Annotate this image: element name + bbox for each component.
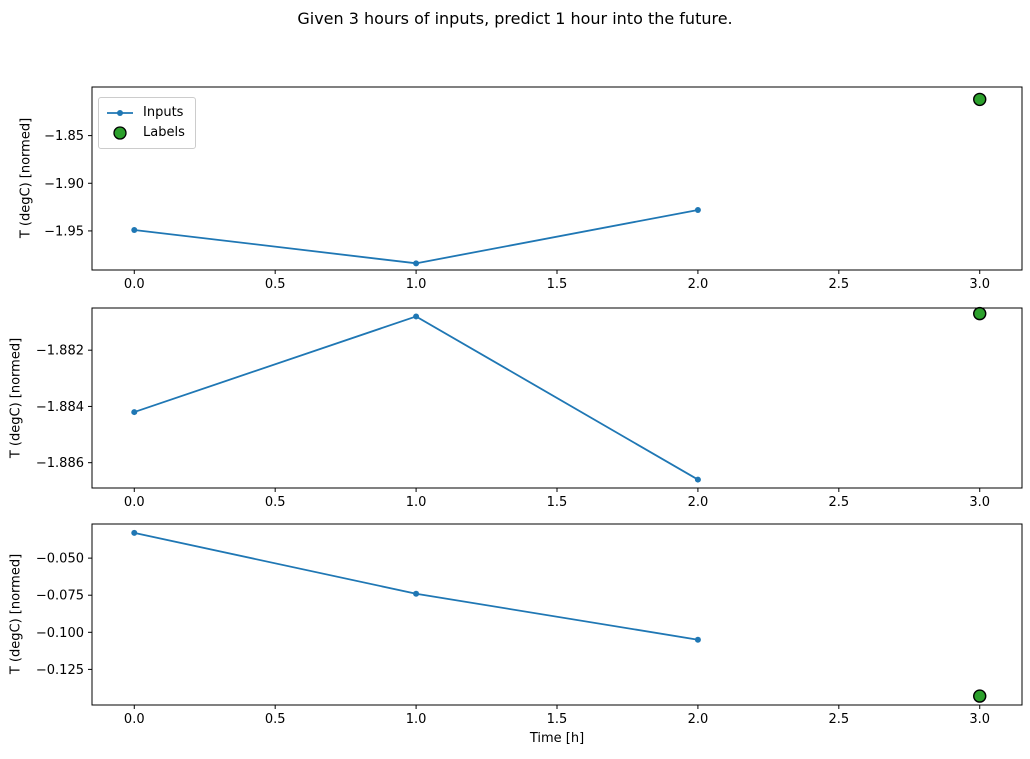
legend-label-labels: Labels bbox=[143, 125, 185, 140]
subplot-3-y-axis-label: T (degC) [normed] bbox=[8, 553, 24, 675]
inputs-point bbox=[694, 206, 701, 213]
x-tick-label: 0.0 bbox=[124, 277, 145, 292]
legend-label-inputs: Inputs bbox=[143, 105, 184, 120]
x-tick-label: 1.0 bbox=[406, 495, 427, 510]
x-tick-label: 3.0 bbox=[969, 277, 990, 292]
labels-marker-icon bbox=[113, 126, 127, 140]
subplot-1-y-axis-label: T (degC) [normed] bbox=[18, 117, 34, 239]
subplot-1: 0.0 0.5 1.0 1.5 2.0 2.5 3.0 −1.85 −1.90 −1.95 bbox=[44, 86, 1023, 292]
x-tick-label: 2.0 bbox=[688, 712, 709, 727]
x-tick-label: 2.0 bbox=[688, 277, 709, 292]
inputs-line-icon bbox=[107, 110, 133, 116]
y-tick-label: −1.884 bbox=[36, 400, 84, 415]
y-tick-label: −0.050 bbox=[36, 552, 84, 567]
x-tick-label: 3.0 bbox=[969, 712, 990, 727]
y-tick-label: −1.882 bbox=[36, 344, 84, 359]
x-axis-label: Time [h] bbox=[529, 731, 585, 746]
inputs-point bbox=[694, 636, 701, 643]
y-tick-label: −1.886 bbox=[36, 456, 84, 471]
legend: Inputs Labels bbox=[98, 97, 196, 149]
axes-spines bbox=[91, 307, 1023, 489]
inputs-point bbox=[131, 409, 138, 416]
y-tick-label: −0.125 bbox=[36, 663, 84, 678]
y-tick-label: −0.100 bbox=[36, 626, 84, 641]
axes-spines bbox=[91, 86, 1023, 271]
inputs-point bbox=[413, 590, 420, 597]
x-tick-label: 1.0 bbox=[406, 712, 427, 727]
inputs-point bbox=[413, 313, 420, 320]
inputs-point bbox=[131, 226, 138, 233]
subplot-2: 0.0 0.5 1.0 1.5 2.0 2.5 3.0 −1.882 −1.884 −1.886 bbox=[36, 306, 1023, 510]
figure-title: Given 3 hours of inputs, predict 1 hour … bbox=[297, 9, 733, 28]
x-tick-label: 2.5 bbox=[828, 495, 849, 510]
y-tick-label: −1.90 bbox=[44, 177, 84, 192]
labels-point bbox=[973, 92, 987, 107]
inputs-point bbox=[413, 260, 420, 267]
legend-item-labels: Labels bbox=[106, 123, 185, 143]
x-tick-label: 2.0 bbox=[688, 495, 709, 510]
x-tick-label: 1.5 bbox=[547, 277, 568, 292]
x-tick-label: 1.5 bbox=[547, 712, 568, 727]
y-tick-label: −1.85 bbox=[44, 129, 84, 144]
labels-point bbox=[973, 306, 987, 321]
subplot-1-plot-canvas: 0.0 0.5 1.0 1.5 2.0 2.5 3.0 −1.85 −1.90 −1.95 bbox=[44, 86, 1023, 292]
x-tick-label: 0.5 bbox=[265, 712, 286, 727]
x-tick-label: 1.5 bbox=[547, 495, 568, 510]
x-tick-label: 1.0 bbox=[406, 277, 427, 292]
inputs-line bbox=[134, 209, 699, 265]
subplot-3: 0.0 0.5 1.0 1.5 2.0 2.5 3.0 −0.050 −0.075 −0.100 −… bbox=[36, 523, 1023, 727]
inputs-line bbox=[134, 532, 699, 641]
subplot-2-y-axis-label: T (degC) [normed] bbox=[8, 337, 24, 459]
subplot-3-plot-canvas: 0.0 0.5 1.0 1.5 2.0 2.5 3.0 −0.050 −0.075 −0.100 −… bbox=[36, 523, 1023, 727]
inputs-line bbox=[133, 315, 699, 481]
inputs-point bbox=[131, 529, 138, 536]
x-tick-label: 0.0 bbox=[124, 495, 145, 510]
x-tick-label: 0.5 bbox=[265, 495, 286, 510]
x-tick-label: 3.0 bbox=[969, 495, 990, 510]
y-tick-label: −0.075 bbox=[36, 589, 84, 604]
x-tick-label: 2.5 bbox=[828, 277, 849, 292]
x-tick-label: 0.0 bbox=[124, 712, 145, 727]
axes-spines bbox=[91, 523, 1023, 706]
labels-point bbox=[973, 689, 987, 703]
subplot-2-plot-canvas: 0.0 0.5 1.0 1.5 2.0 2.5 3.0 −1.882 −1.884 −1.886 bbox=[36, 306, 1023, 510]
inputs-point bbox=[694, 476, 701, 483]
legend-item-inputs: Inputs bbox=[106, 103, 185, 123]
y-tick-label: −1.95 bbox=[44, 224, 84, 239]
x-tick-label: 2.5 bbox=[828, 712, 849, 727]
x-tick-label: 0.5 bbox=[265, 277, 286, 292]
